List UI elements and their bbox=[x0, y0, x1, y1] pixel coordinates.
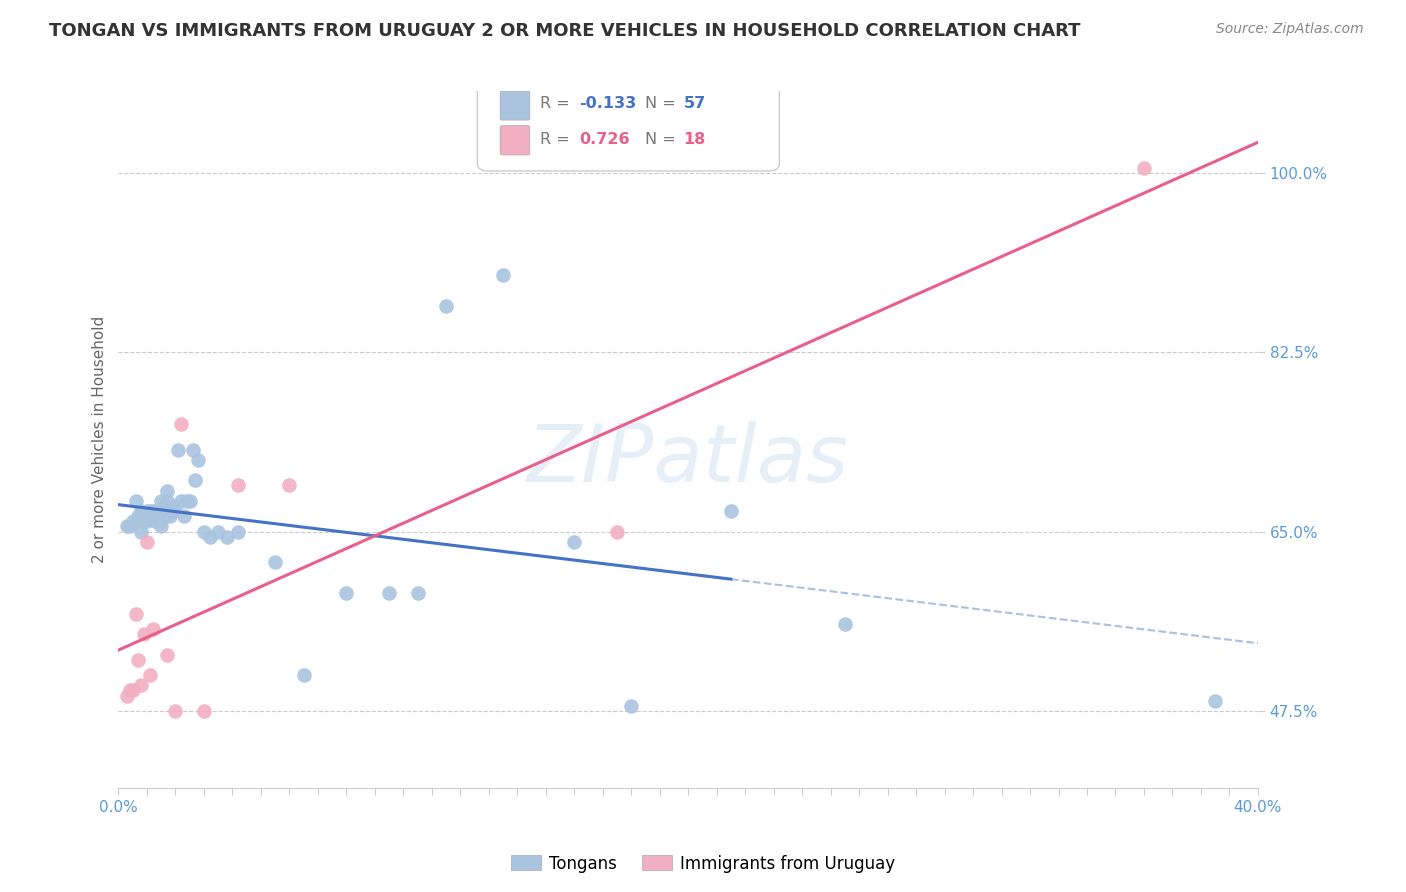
Point bbox=[159, 504, 181, 518]
Point bbox=[136, 514, 159, 528]
Point bbox=[145, 504, 167, 518]
Point bbox=[179, 493, 201, 508]
Point bbox=[215, 530, 238, 544]
Point bbox=[148, 509, 170, 524]
Point bbox=[434, 299, 457, 313]
Point bbox=[136, 504, 159, 518]
Text: -0.133: -0.133 bbox=[579, 95, 636, 111]
Point bbox=[129, 678, 152, 692]
Point bbox=[278, 478, 301, 492]
Text: N =: N = bbox=[645, 132, 681, 147]
FancyBboxPatch shape bbox=[478, 77, 779, 171]
Point bbox=[150, 514, 173, 528]
Point bbox=[165, 499, 187, 513]
Point bbox=[173, 509, 195, 524]
Point bbox=[720, 504, 742, 518]
Point bbox=[142, 509, 165, 524]
Text: TONGAN VS IMMIGRANTS FROM URUGUAY 2 OR MORE VEHICLES IN HOUSEHOLD CORRELATION CH: TONGAN VS IMMIGRANTS FROM URUGUAY 2 OR M… bbox=[49, 22, 1081, 40]
Point bbox=[226, 524, 249, 539]
Point bbox=[156, 483, 179, 498]
Point bbox=[176, 493, 198, 508]
FancyBboxPatch shape bbox=[501, 126, 530, 155]
Point bbox=[193, 704, 215, 718]
Point bbox=[115, 519, 138, 533]
Point bbox=[159, 509, 181, 524]
Point bbox=[170, 417, 193, 431]
Point bbox=[1204, 693, 1226, 707]
Point bbox=[132, 509, 155, 524]
Point bbox=[148, 504, 170, 518]
Point bbox=[150, 519, 173, 533]
Point bbox=[406, 586, 429, 600]
Text: 18: 18 bbox=[683, 132, 706, 147]
Point bbox=[198, 530, 221, 544]
Point bbox=[153, 509, 176, 524]
Point bbox=[165, 704, 187, 718]
Point bbox=[207, 524, 229, 539]
Point bbox=[118, 683, 141, 698]
Point bbox=[129, 504, 152, 518]
Point bbox=[132, 627, 155, 641]
Point bbox=[335, 586, 357, 600]
Legend: Tongans, Immigrants from Uruguay: Tongans, Immigrants from Uruguay bbox=[503, 848, 903, 880]
Point bbox=[167, 442, 190, 457]
Text: N =: N = bbox=[645, 95, 681, 111]
Point bbox=[184, 473, 207, 487]
Point bbox=[124, 514, 146, 528]
Point bbox=[121, 514, 143, 528]
Point bbox=[193, 524, 215, 539]
Point bbox=[145, 509, 167, 524]
Point bbox=[834, 616, 856, 631]
Point bbox=[115, 689, 138, 703]
Point bbox=[606, 524, 628, 539]
Point bbox=[127, 653, 149, 667]
Point bbox=[181, 442, 204, 457]
Text: ZIPatlas: ZIPatlas bbox=[527, 421, 849, 500]
Point bbox=[562, 534, 585, 549]
Point bbox=[139, 504, 162, 518]
Text: R =: R = bbox=[540, 95, 575, 111]
Point bbox=[118, 519, 141, 533]
Text: 57: 57 bbox=[683, 95, 706, 111]
Text: Source: ZipAtlas.com: Source: ZipAtlas.com bbox=[1216, 22, 1364, 37]
FancyBboxPatch shape bbox=[501, 91, 530, 120]
Point bbox=[1133, 161, 1156, 175]
Point bbox=[124, 607, 146, 621]
Point bbox=[145, 514, 167, 528]
Point bbox=[156, 493, 179, 508]
Point bbox=[378, 586, 401, 600]
Point bbox=[264, 555, 287, 569]
Point bbox=[150, 493, 173, 508]
Point bbox=[492, 268, 515, 283]
Point bbox=[187, 452, 209, 467]
Point bbox=[170, 493, 193, 508]
Point bbox=[124, 493, 146, 508]
Text: 0.726: 0.726 bbox=[579, 132, 630, 147]
Point bbox=[142, 622, 165, 636]
Point bbox=[136, 534, 159, 549]
Y-axis label: 2 or more Vehicles in Household: 2 or more Vehicles in Household bbox=[93, 316, 107, 563]
Point bbox=[620, 698, 643, 713]
Point bbox=[129, 524, 152, 539]
Point bbox=[162, 504, 184, 518]
Point bbox=[127, 509, 149, 524]
Point bbox=[142, 504, 165, 518]
Point bbox=[121, 683, 143, 698]
Point bbox=[226, 478, 249, 492]
Point bbox=[139, 509, 162, 524]
Point bbox=[153, 499, 176, 513]
Point bbox=[156, 648, 179, 662]
Point bbox=[132, 514, 155, 528]
Point bbox=[292, 668, 315, 682]
Text: R =: R = bbox=[540, 132, 575, 147]
Point bbox=[139, 668, 162, 682]
